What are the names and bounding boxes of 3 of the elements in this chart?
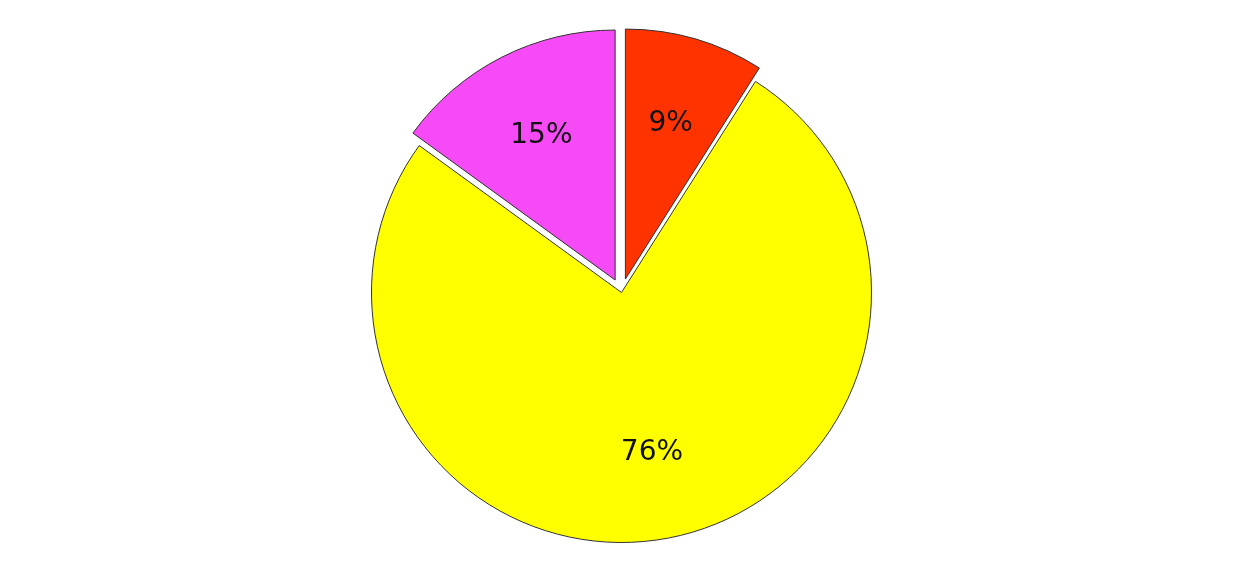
data-label: 9%: [648, 105, 693, 139]
data-label: 76%: [620, 434, 684, 468]
data-label: 15%: [510, 117, 573, 151]
